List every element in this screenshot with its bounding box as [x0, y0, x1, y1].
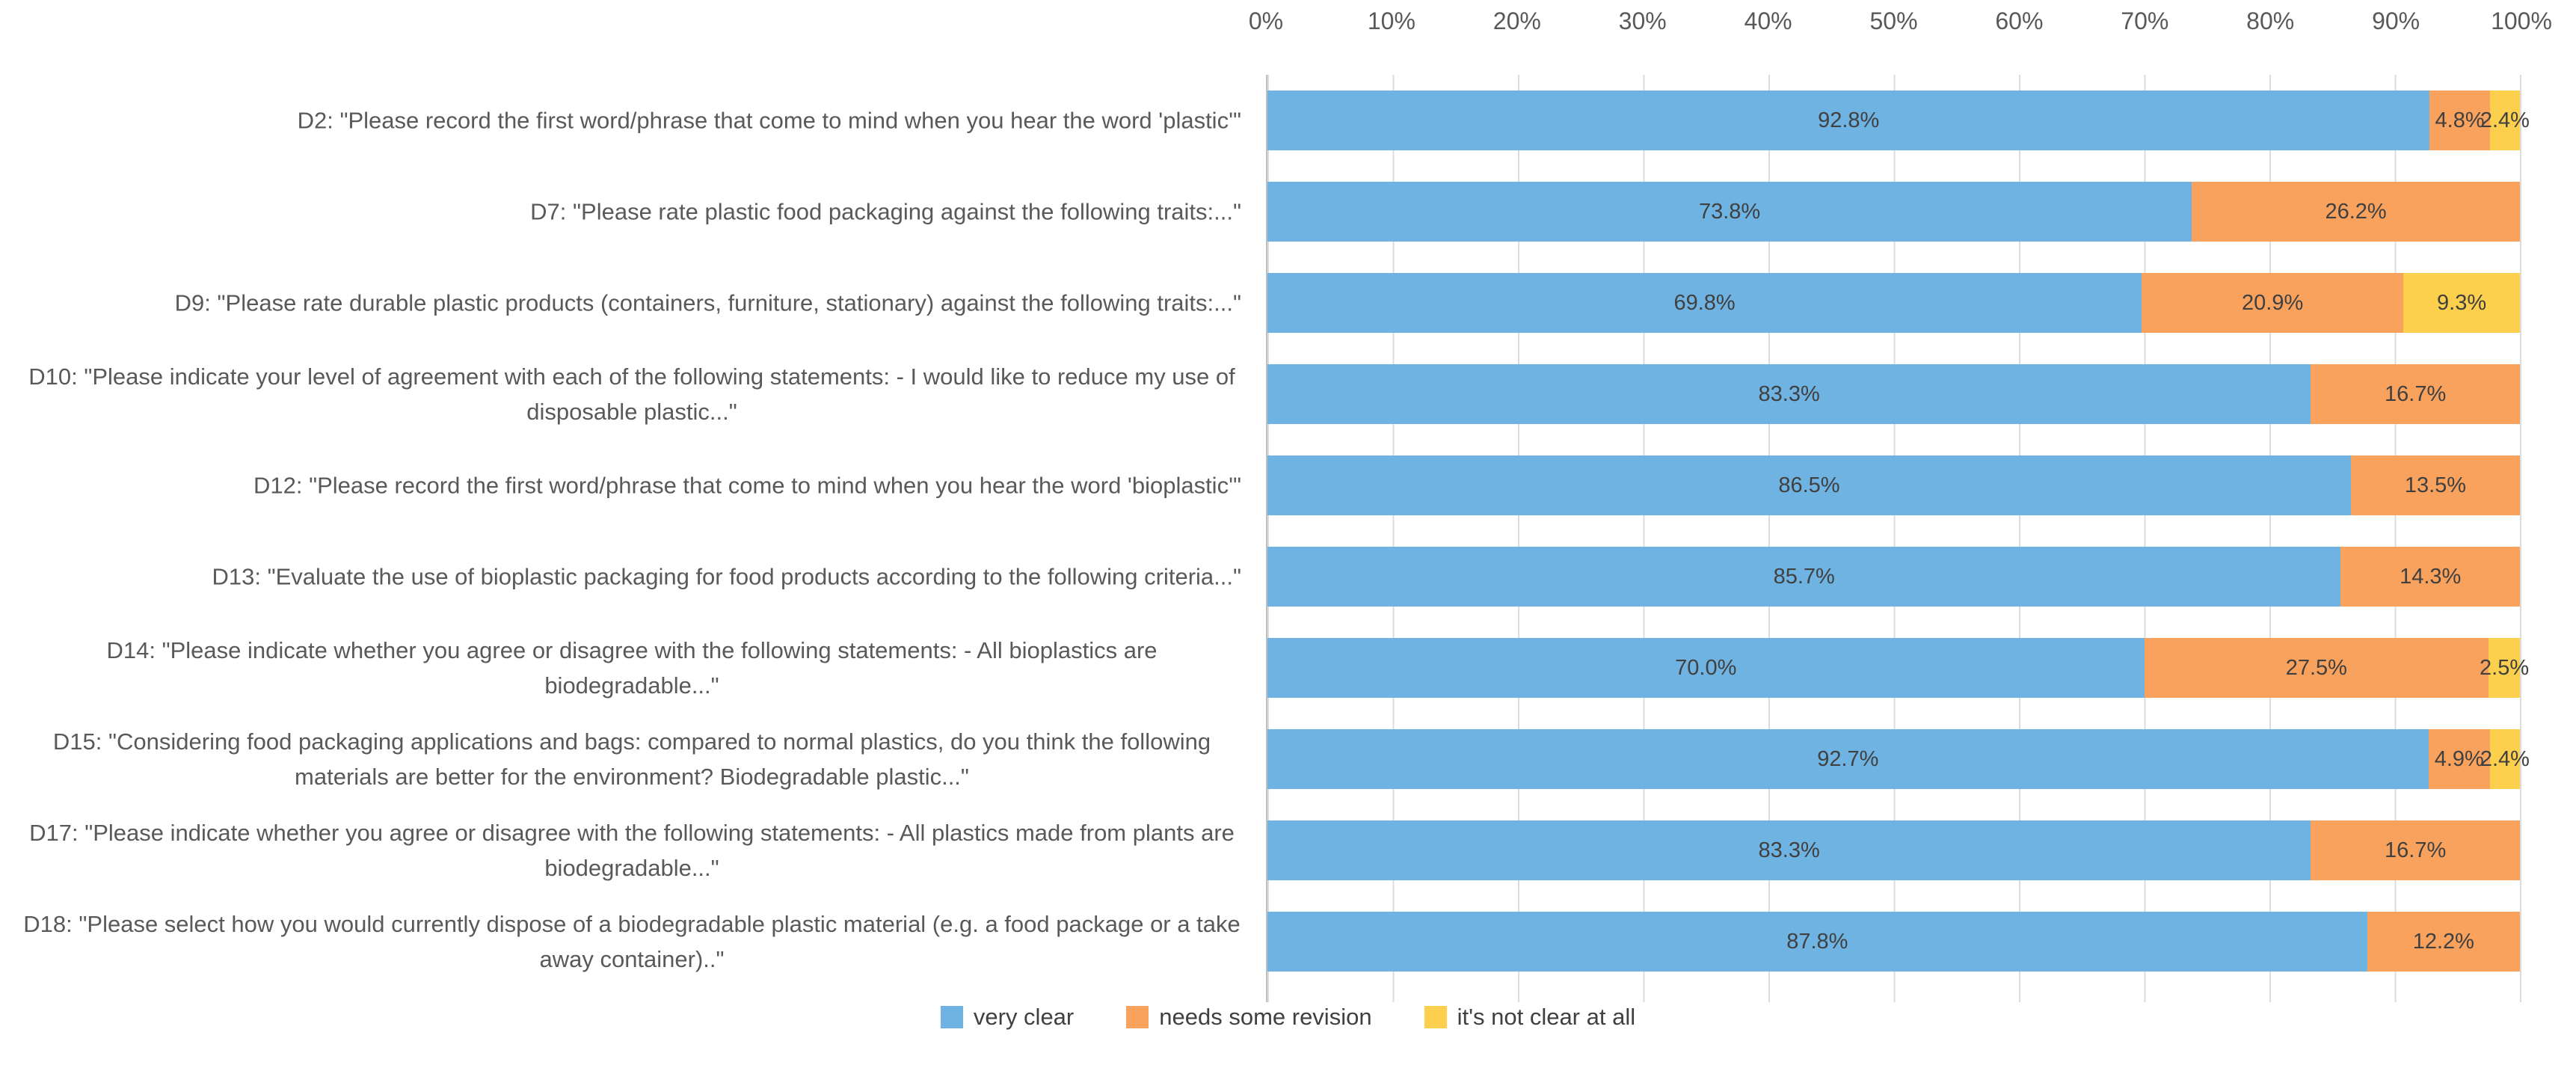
legend: very clear needs some revision it's not cl…	[0, 1004, 2576, 1031]
category-label: D7: "Please rate plastic food packaging …	[530, 198, 1241, 225]
bar-segment: 14.3%	[2340, 547, 2520, 607]
x-axis-tick-label: 60%	[1995, 7, 2044, 34]
x-axis-tick-label: 0%	[1248, 7, 1284, 34]
legend-swatch-icon	[940, 1006, 963, 1028]
data-label: 16.7%	[2385, 381, 2447, 406]
bar-row: 92.7% 4.9% 2.4%	[1267, 729, 2530, 789]
data-label: 4.9%	[2434, 746, 2484, 771]
data-label: 27.5%	[2285, 655, 2347, 680]
category-label: D15: "Considering food packaging applica…	[52, 728, 1211, 790]
x-axis-tick-label: 100%	[2491, 7, 2552, 34]
bar-segment: 20.9%	[2142, 273, 2404, 333]
bar-row: 69.8% 20.9% 9.3%	[1267, 273, 2520, 333]
bar-row: 86.5% 13.5%	[1267, 455, 2520, 515]
x-axis-tick-label: 70%	[2121, 7, 2169, 34]
bar-row: 83.3% 16.7%	[1267, 820, 2520, 880]
bar-segment: 69.8%	[1267, 273, 2142, 333]
bar-segment: 13.5%	[2350, 455, 2520, 515]
data-label: 16.7%	[2385, 838, 2447, 862]
bar-segment: 9.3%	[2403, 273, 2520, 333]
legend-swatch-icon	[1126, 1006, 1149, 1028]
bar-segment: 83.3%	[1267, 364, 2311, 424]
bar-row: 83.3% 16.7%	[1267, 364, 2520, 424]
bar-segment: 83.3%	[1267, 820, 2311, 880]
legend-item: very clear	[940, 1004, 1075, 1031]
data-label: 92.8%	[1818, 108, 1880, 132]
bar-segment: 26.2%	[2192, 182, 2520, 242]
x-axis-tick-label: 80%	[2246, 7, 2295, 34]
category-label: D9: "Please rate durable plastic product…	[174, 289, 1241, 316]
bar-segment: 12.2%	[2367, 912, 2520, 972]
bar-segment: 92.8%	[1267, 90, 2430, 150]
legend-label: needs some revision	[1159, 1004, 1372, 1030]
bar-segment: 2.4%	[2480, 729, 2530, 789]
data-label: 4.8%	[2435, 108, 2485, 132]
category-label: D17: "Please indicate whether you agree …	[29, 820, 1235, 881]
bar-segment: 16.7%	[2311, 364, 2520, 424]
bar-row: 87.8% 12.2%	[1267, 912, 2520, 972]
x-axis-tick-strip	[1266, 987, 2521, 1002]
bar-row: 70.0% 27.5% 2.5%	[1267, 638, 2529, 698]
bar-segment: 85.7%	[1267, 547, 2341, 607]
category-label: D2: "Please record the first word/phrase…	[297, 107, 1241, 134]
bar-segment: 4.9%	[2428, 729, 2490, 789]
data-label: 83.3%	[1758, 838, 1820, 862]
data-label: 26.2%	[2325, 199, 2387, 224]
x-axis: 0% 10% 20% 30% 40% 50% 60% 70% 80% 90% 100%	[1249, 7, 2552, 52]
bar-segment: 2.4%	[2480, 90, 2530, 150]
category-label: D18: "Please select how you would curren…	[23, 911, 1241, 972]
bar-segment: 86.5%	[1267, 455, 2351, 515]
bar-segment: 4.8%	[2429, 90, 2490, 150]
bar-row: 85.7% 14.3%	[1267, 547, 2520, 607]
bar-row: 73.8% 26.2%	[1267, 182, 2520, 242]
plot-area: 92.8% 4.8% 2.4% 73.8% 26.2% 69.8% 20.9% 9.3% 83.…	[1266, 75, 2530, 987]
bar-segment: 70.0%	[1267, 638, 2145, 698]
x-axis-tick-label: 10%	[1367, 7, 1415, 34]
bar-segment: 92.7%	[1267, 729, 2429, 789]
x-axis-tick-label: 40%	[1744, 7, 1792, 34]
category-label: D13: "Evaluate the use of bioplastic pac…	[212, 563, 1241, 590]
data-label: 70.0%	[1675, 655, 1737, 680]
x-axis-tick-label: 50%	[1869, 7, 1918, 34]
data-label: 83.3%	[1758, 381, 1820, 406]
data-label: 73.8%	[1698, 199, 1761, 224]
data-label: 85.7%	[1773, 564, 1835, 589]
data-label: 92.7%	[1817, 746, 1879, 771]
data-label: 14.3%	[2400, 564, 2462, 589]
legend-label: very clear	[973, 1004, 1075, 1030]
category-label: D10: "Please indicate your level of agre…	[28, 363, 1235, 425]
data-label: 69.8%	[1673, 290, 1736, 315]
bar-segment: 2.5%	[2480, 638, 2529, 698]
data-label: 2.4%	[2480, 108, 2530, 132]
data-label: 9.3%	[2437, 290, 2487, 315]
x-axis-tick-label: 90%	[2372, 7, 2420, 34]
legend-label: it's not clear at all	[1457, 1004, 1636, 1030]
data-label: 86.5%	[1778, 473, 1840, 497]
data-label: 87.8%	[1786, 929, 1848, 954]
legend-swatch-icon	[1424, 1006, 1447, 1028]
bar-segment: 87.8%	[1267, 912, 2367, 972]
bar-segment: 27.5%	[2144, 638, 2489, 698]
category-label: D14: "Please indicate whether you agree …	[106, 637, 1158, 699]
data-label: 2.4%	[2480, 746, 2530, 771]
x-axis-tick-label: 30%	[1618, 7, 1667, 34]
legend-item: needs some revision	[1126, 1004, 1372, 1031]
category-label: D12: "Please record the first word/phras…	[253, 472, 1241, 499]
x-axis-tick-label: 20%	[1493, 7, 1541, 34]
bar-segment: 73.8%	[1267, 182, 2192, 242]
bar-segment: 16.7%	[2311, 820, 2520, 880]
data-label: 13.5%	[2404, 473, 2467, 497]
data-label: 2.5%	[2480, 655, 2530, 680]
data-label: 20.9%	[2242, 290, 2304, 315]
bar-row: 92.8% 4.8% 2.4%	[1267, 90, 2530, 150]
data-label: 12.2%	[2412, 929, 2474, 954]
legend-item: it's not clear at all	[1424, 1004, 1636, 1031]
